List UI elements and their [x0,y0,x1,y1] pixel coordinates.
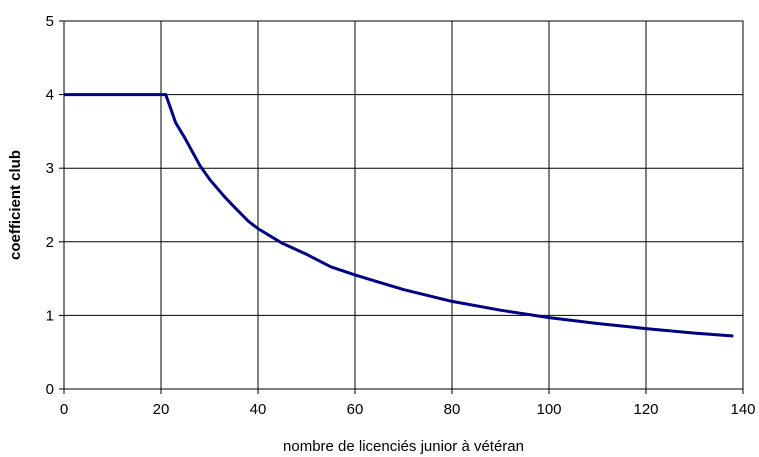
y-tick-label: 5 [46,13,54,30]
vertical-gridlines [63,21,744,389]
y-tick-label: 2 [46,234,54,251]
y-tick-label: 1 [46,307,54,324]
x-tick-label: 0 [60,401,68,418]
y-tick-label: 3 [46,160,54,177]
x-tick-label: 60 [347,401,364,418]
x-tick-label: 80 [444,401,461,418]
x-axis-label: nombre de licenciés junior à vétéran [283,438,524,455]
x-tick-label: 140 [730,401,755,418]
plot-frame [63,20,744,390]
y-tick-label: 0 [46,381,54,398]
y-axis-ticks: 0 1 2 3 4 5 [46,13,64,398]
x-tick-label: 20 [153,401,170,418]
x-tick-label: 120 [633,401,658,418]
x-axis-ticks: 0 20 40 60 80 100 120 140 [60,389,756,418]
series-line [64,93,734,338]
y-axis-label: coefficient club [7,150,24,260]
y-tick-label: 4 [46,87,54,104]
series-layer [64,93,734,338]
x-tick-label: 40 [250,401,267,418]
x-tick-label: 100 [536,401,561,418]
